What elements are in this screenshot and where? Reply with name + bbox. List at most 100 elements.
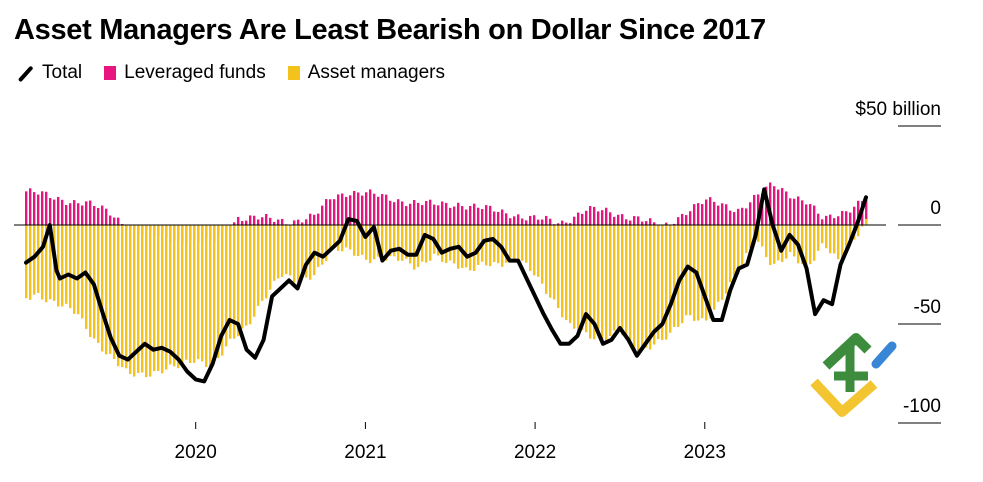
leveraged-funds-bar <box>725 204 728 225</box>
asset-managers-bar <box>105 225 108 355</box>
legend-swatch-asset-managers-icon <box>287 66 300 80</box>
leveraged-funds-bar <box>233 222 236 225</box>
leveraged-funds-bar <box>853 206 856 225</box>
y-tick-label: $50 billion <box>855 99 941 120</box>
leveraged-funds-bar <box>333 199 336 225</box>
asset-managers-bar <box>121 225 124 368</box>
asset-managers-bar <box>609 225 612 336</box>
legend-item-asset-managers: Asset managers <box>287 62 445 84</box>
leveraged-funds-bar <box>625 219 628 225</box>
leveraged-funds-bar <box>673 223 676 225</box>
asset-managers-bar <box>645 225 648 348</box>
asset-managers-bar <box>413 225 416 270</box>
asset-managers-bar <box>549 225 552 298</box>
legend-swatch-leveraged-icon <box>104 66 117 80</box>
asset-managers-bar <box>153 225 156 372</box>
leveraged-funds-bar <box>701 204 704 225</box>
leveraged-funds-bar <box>581 213 584 225</box>
leveraged-funds-bar <box>393 202 396 225</box>
leveraged-funds-bar <box>753 194 756 225</box>
leveraged-funds-bar <box>345 196 348 225</box>
leveraged-funds-bar <box>521 218 524 225</box>
leveraged-funds-bar <box>785 191 788 225</box>
leveraged-funds-bar <box>53 199 56 225</box>
asset-managers-bar <box>449 225 452 261</box>
leveraged-funds-bar <box>513 216 516 225</box>
asset-managers-bar <box>505 225 508 263</box>
asset-managers-bar <box>813 225 816 261</box>
leveraged-funds-bar <box>473 203 476 225</box>
asset-managers-bar <box>581 225 584 330</box>
asset-managers-bar <box>241 225 244 329</box>
leveraged-funds-bar <box>617 214 620 225</box>
asset-managers-bar <box>321 225 324 265</box>
asset-managers-bar <box>485 225 488 266</box>
asset-managers-bar <box>729 225 732 283</box>
asset-managers-bar <box>781 225 784 262</box>
asset-managers-bar <box>593 225 596 340</box>
leveraged-funds-bar <box>409 203 412 225</box>
leveraged-funds-bar <box>425 201 428 225</box>
leveraged-funds-bar <box>541 219 544 225</box>
x-tick-label: 2022 <box>514 442 556 463</box>
leveraged-funds-bar <box>25 191 28 225</box>
asset-managers-bar <box>293 225 296 283</box>
asset-managers-bar <box>61 225 64 307</box>
asset-managers-bar <box>297 225 300 285</box>
leveraged-funds-bar <box>249 215 252 225</box>
leveraged-funds-bar <box>633 216 636 225</box>
asset-managers-bar <box>205 225 208 368</box>
asset-managers-bar <box>233 225 236 339</box>
leveraged-funds-bar <box>709 197 712 225</box>
asset-managers-bar <box>77 225 80 315</box>
asset-managers-bar <box>217 225 220 359</box>
asset-managers-bar <box>669 225 672 333</box>
asset-managers-bar <box>389 225 392 257</box>
leveraged-funds-bar <box>705 199 708 225</box>
asset-managers-bar <box>365 225 368 260</box>
leveraged-funds-bar <box>777 189 780 225</box>
leveraged-funds-bar <box>485 205 488 225</box>
asset-managers-bar <box>45 225 48 303</box>
asset-managers-bar <box>269 225 272 290</box>
leveraged-funds-bar <box>809 204 812 225</box>
leveraged-funds-bar <box>565 222 568 225</box>
legend-label-leveraged-funds: Leveraged funds <box>124 62 266 83</box>
leveraged-funds-bar <box>621 214 624 225</box>
leveraged-funds-bar <box>465 209 468 225</box>
asset-managers-bar <box>621 225 624 336</box>
legend-item-leveraged-funds: Leveraged funds <box>104 62 266 84</box>
asset-managers-bar <box>725 225 728 294</box>
asset-managers-bar <box>489 225 492 267</box>
leveraged-funds-bar <box>61 199 64 225</box>
asset-managers-bar <box>289 225 292 276</box>
asset-managers-bar <box>585 225 588 333</box>
leveraged-funds-bar <box>405 206 408 225</box>
asset-managers-bar <box>405 225 408 259</box>
asset-managers-bar <box>825 225 828 249</box>
asset-managers-bar <box>461 225 464 269</box>
leveraged-funds-bar <box>849 212 852 225</box>
leveraged-funds-bar <box>773 186 776 225</box>
leveraged-funds-bar <box>381 194 384 225</box>
asset-managers-bar <box>189 225 192 364</box>
asset-managers-bar <box>657 225 660 340</box>
asset-managers-bar <box>741 225 744 265</box>
leveraged-funds-bar <box>437 205 440 225</box>
leveraged-funds-bar <box>317 213 320 225</box>
leveraged-funds-bar <box>681 213 684 225</box>
asset-managers-bar <box>865 218 868 225</box>
asset-managers-bar <box>261 225 264 301</box>
leveraged-funds-bar <box>237 216 240 225</box>
leveraged-funds-bar <box>329 199 332 225</box>
leveraged-funds-bar <box>309 213 312 225</box>
asset-managers-bar <box>97 225 100 343</box>
asset-managers-bar <box>453 225 456 264</box>
leveraged-funds-bar <box>789 198 792 225</box>
leveraged-funds-bar <box>497 211 500 225</box>
leveraged-funds-bar <box>105 208 108 225</box>
leveraged-funds-bar <box>481 209 484 225</box>
asset-managers-bar <box>661 225 664 340</box>
asset-managers-bar <box>81 225 84 319</box>
asset-managers-bar <box>605 225 608 342</box>
